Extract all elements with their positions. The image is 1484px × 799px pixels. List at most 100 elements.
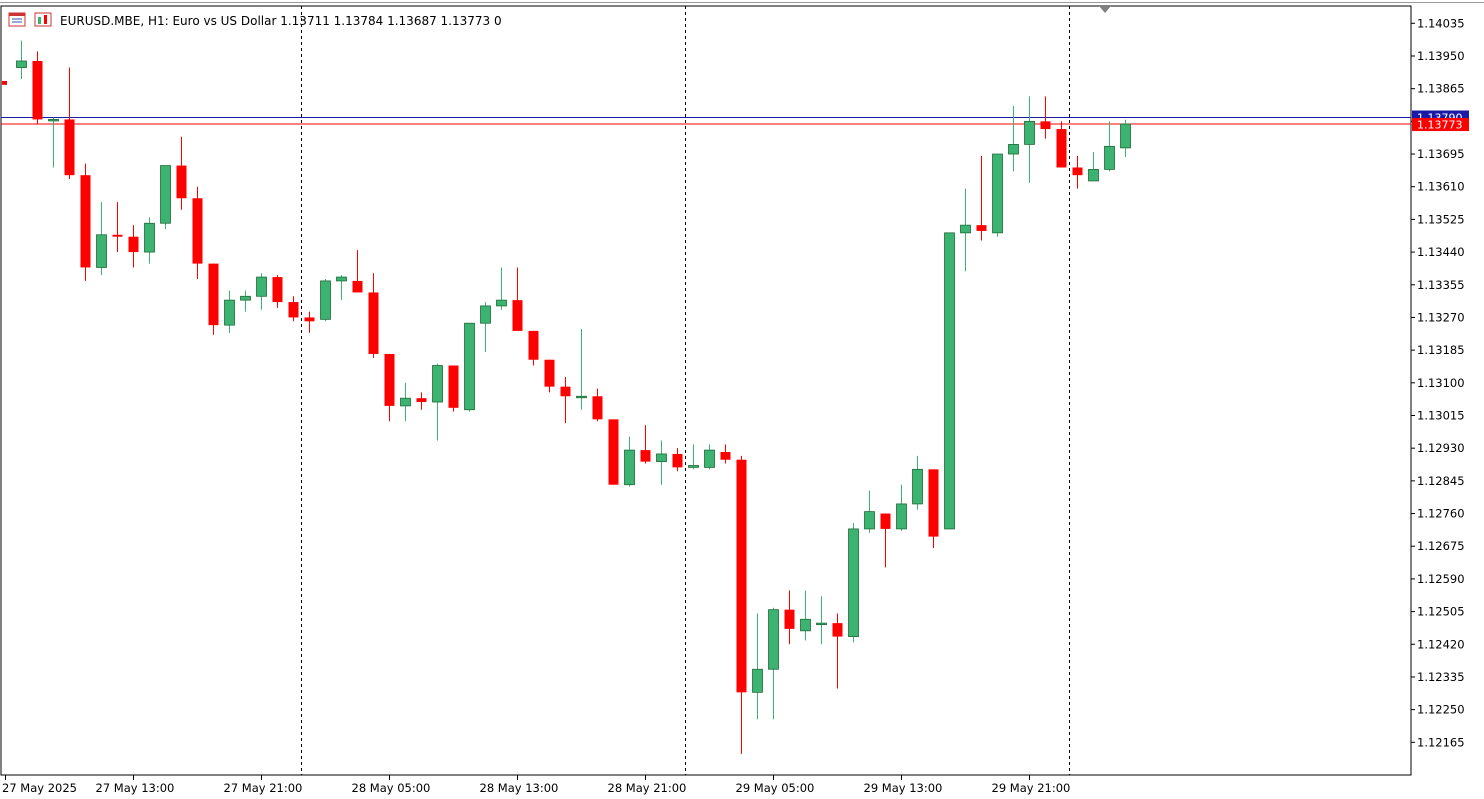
candle-body — [208, 263, 219, 326]
candle[interactable] — [768, 607, 779, 720]
candle[interactable] — [400, 382, 411, 422]
candle[interactable] — [960, 188, 971, 272]
candle[interactable] — [1072, 155, 1083, 189]
candle[interactable] — [592, 388, 603, 422]
candle[interactable] — [1024, 96, 1035, 183]
candle[interactable] — [688, 444, 699, 470]
candle[interactable] — [640, 425, 651, 464]
candle[interactable] — [576, 328, 587, 410]
candle-body — [976, 225, 987, 231]
candle[interactable] — [944, 232, 955, 530]
time-tick-label: 27 May 13:00 — [96, 781, 175, 795]
candle[interactable] — [720, 444, 731, 464]
candle[interactable] — [1104, 121, 1115, 172]
candle[interactable] — [544, 359, 555, 393]
candle[interactable] — [384, 353, 395, 422]
candle[interactable] — [496, 267, 507, 310]
candle[interactable] — [256, 273, 267, 310]
candle[interactable] — [208, 263, 219, 335]
candle[interactable] — [928, 469, 939, 549]
candle[interactable] — [608, 419, 619, 485]
candle[interactable] — [800, 590, 811, 641]
price-tick-label: 1.12760 — [1417, 507, 1465, 521]
chart-window-icon[interactable] — [8, 12, 26, 27]
candle-body — [400, 397, 411, 407]
candle[interactable] — [736, 455, 747, 754]
candle-body — [224, 299, 235, 326]
candle[interactable] — [1008, 105, 1019, 172]
candle[interactable] — [480, 302, 491, 353]
plot-area[interactable] — [0, 5, 1412, 776]
candle[interactable] — [64, 67, 75, 180]
candle[interactable] — [352, 250, 363, 293]
candle[interactable] — [1120, 119, 1131, 158]
candle[interactable] — [336, 275, 347, 301]
candle[interactable] — [304, 311, 315, 333]
candle[interactable] — [816, 596, 827, 645]
candle[interactable] — [272, 275, 283, 308]
candle[interactable] — [1056, 121, 1067, 168]
candle[interactable] — [848, 523, 859, 643]
candle[interactable] — [976, 155, 987, 241]
candle[interactable] — [704, 444, 715, 470]
price-tick-label: 1.13525 — [1417, 212, 1465, 226]
candle[interactable] — [672, 448, 683, 472]
candle[interactable] — [224, 290, 235, 333]
candle[interactable] — [16, 40, 27, 80]
candle[interactable] — [160, 165, 171, 230]
candle[interactable] — [512, 267, 523, 331]
candle-body — [704, 449, 715, 468]
candle[interactable] — [288, 296, 299, 322]
candle[interactable] — [48, 117, 59, 168]
candle[interactable] — [880, 513, 891, 568]
price-axis[interactable]: 1.140351.139501.138651.137801.136951.136… — [1411, 16, 1469, 749]
candle[interactable] — [176, 136, 187, 210]
market-watch-icon[interactable] — [34, 12, 52, 27]
candle-body — [480, 305, 491, 324]
price-tick-label: 1.13865 — [1417, 82, 1465, 96]
candle-body — [144, 222, 155, 253]
candle[interactable] — [80, 163, 91, 281]
candle[interactable] — [656, 440, 667, 485]
candle[interactable] — [128, 225, 139, 268]
candle-body — [432, 365, 443, 403]
candle[interactable] — [560, 377, 571, 424]
price-tick-label: 1.12845 — [1417, 474, 1465, 488]
candle[interactable] — [240, 290, 251, 312]
candle-body — [1056, 129, 1067, 168]
candle[interactable] — [752, 613, 763, 720]
candle[interactable] — [864, 490, 875, 533]
candle-body — [528, 330, 539, 360]
candle-body — [1104, 145, 1115, 170]
candle[interactable] — [32, 51, 43, 125]
price-tick-label: 1.12250 — [1417, 703, 1465, 717]
candle[interactable] — [1088, 152, 1099, 182]
candle[interactable] — [416, 392, 427, 410]
candle[interactable] — [992, 153, 1003, 237]
candle[interactable] — [784, 590, 795, 645]
candle[interactable] — [1040, 96, 1051, 139]
candle[interactable] — [96, 202, 107, 276]
candle[interactable] — [528, 330, 539, 366]
candle[interactable] — [368, 273, 379, 358]
price-tick-label: 1.13695 — [1417, 147, 1465, 161]
candle[interactable] — [912, 455, 923, 510]
candle[interactable] — [624, 436, 635, 487]
candle[interactable] — [2, 80, 7, 85]
candle[interactable] — [464, 322, 475, 412]
time-axis[interactable]: 27 May 2025 27 May 13:00 27 May 21:00 28 Ma… — [2, 775, 1070, 795]
candle-body — [256, 276, 267, 297]
candle[interactable] — [320, 278, 331, 322]
candle-body — [800, 618, 811, 632]
candle-body — [592, 396, 603, 420]
candle[interactable] — [896, 484, 907, 531]
chart-shift-marker[interactable] — [1099, 6, 1111, 13]
candle[interactable] — [192, 186, 203, 279]
candle[interactable] — [144, 217, 155, 264]
candle[interactable] — [112, 202, 123, 253]
candle[interactable] — [448, 365, 459, 412]
candle[interactable] — [832, 613, 843, 689]
candle[interactable] — [432, 363, 443, 441]
candle-body — [448, 365, 459, 408]
